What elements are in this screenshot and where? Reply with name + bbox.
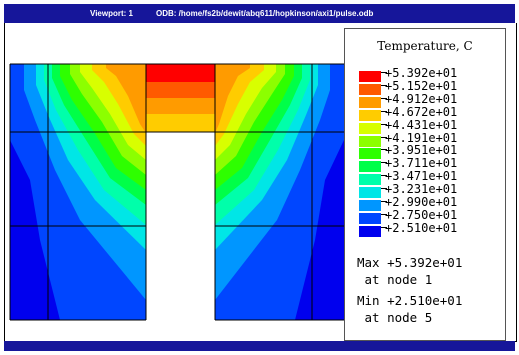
legend-min-node: at node 5 <box>357 310 433 325</box>
legend-swatch <box>359 71 381 82</box>
legend-min-value: Min +2.510e+01 <box>357 293 463 308</box>
left-part-contour <box>10 64 146 320</box>
legend-tick <box>381 149 387 151</box>
legend-tick <box>381 226 387 228</box>
legend-level-label: +2.750e+01 <box>385 207 458 222</box>
legend-level-label: +3.471e+01 <box>385 169 458 184</box>
viewport-title-bar: Viewport: 1 ODB: /home/fs2b/dewit/abq611… <box>4 4 515 23</box>
legend-title: Temperature, C <box>377 39 473 53</box>
legend-max-node: at node 1 <box>357 272 433 287</box>
legend-tick <box>381 162 387 164</box>
legend-swatch <box>359 83 381 95</box>
legend-swatch <box>359 122 381 134</box>
legend-swatch <box>359 161 381 173</box>
legend-tick <box>381 188 387 190</box>
legend-swatch <box>359 212 381 224</box>
legend-level-label: +5.152e+01 <box>385 78 458 93</box>
legend-swatch <box>359 187 381 199</box>
legend-swatch <box>359 174 381 186</box>
viewport-bottom-bar <box>4 341 515 351</box>
legend-tick <box>381 97 387 99</box>
legend-tick <box>381 110 387 112</box>
legend-tick <box>381 136 387 138</box>
legend-level-label: +2.510e+01 <box>385 220 458 235</box>
legend-tick <box>381 84 387 86</box>
legend-swatch <box>359 135 381 147</box>
odb-path-label: ODB: /home/fs2b/dewit/abq611/hopkinson/a… <box>156 9 374 18</box>
mesh-edges <box>9 63 344 321</box>
legend-level-label: +4.912e+01 <box>385 91 458 106</box>
legend-level-label: +2.990e+01 <box>385 195 458 209</box>
legend-swatch <box>359 225 381 237</box>
legend-tick <box>381 201 387 202</box>
legend-level-label: +4.431e+01 <box>385 117 458 132</box>
legend-tick <box>381 213 387 215</box>
legend-swatch <box>359 109 381 121</box>
right-part-contour <box>215 64 344 320</box>
legend-swatch <box>359 148 381 160</box>
legend-tick <box>381 72 387 73</box>
viewport-label: Viewport: 1 <box>90 9 133 18</box>
legend-level-label: +5.392e+01 <box>385 66 458 80</box>
legend-max-value: Max +5.392e+01 <box>357 255 463 270</box>
legend-level-label: +4.672e+01 <box>385 104 458 119</box>
legend-level-label: +3.711e+01 <box>385 156 458 171</box>
legend-level-label: +3.951e+01 <box>385 143 458 158</box>
legend-level-label: +4.191e+01 <box>385 130 458 145</box>
legend-swatch <box>359 200 381 211</box>
center-hot-strip <box>146 64 215 132</box>
contour-legend: Temperature, C +5.392e+01 +5.152e+01 +4.91… <box>344 28 506 341</box>
legend-level-label: +3.231e+01 <box>385 182 458 197</box>
legend-tick <box>381 123 387 125</box>
legend-swatch <box>359 96 381 108</box>
legend-tick <box>381 175 387 177</box>
